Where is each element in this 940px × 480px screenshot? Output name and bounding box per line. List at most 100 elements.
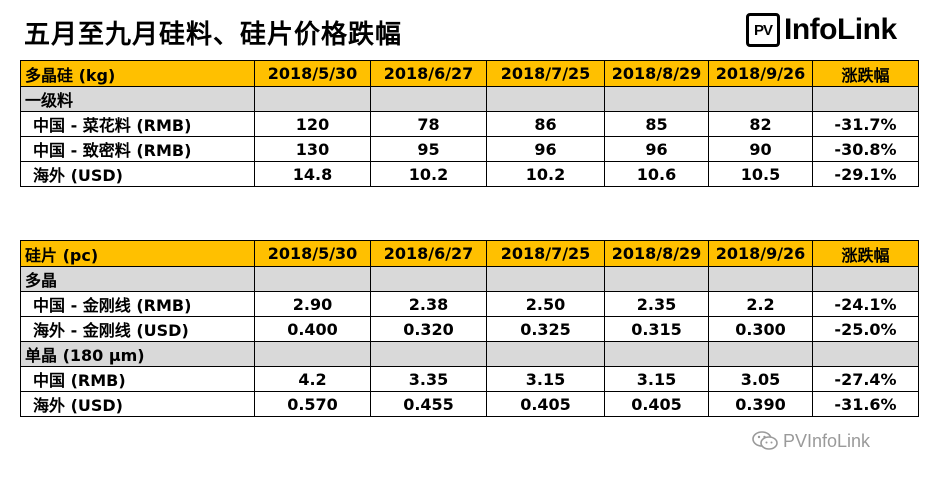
price-cell: 10.2 — [486, 161, 605, 187]
price-cell: 0.570 — [254, 391, 371, 417]
table-row: 中国 - 菜花料 (RMB) 120 78 86 85 82 -31.7% — [20, 111, 919, 137]
header-cell: 2018/6/27 — [370, 60, 487, 87]
watermark: PVInfoLink — [752, 430, 870, 452]
empty-cell — [254, 266, 371, 292]
price-cell: 82 — [708, 111, 813, 137]
table-header-row: 多晶硅 (kg) 2018/5/30 2018/6/27 2018/7/25 2… — [20, 60, 919, 87]
row-label: 中国 - 金刚线 (RMB) — [20, 291, 255, 317]
price-cell: 130 — [254, 136, 371, 162]
price-cell: 86 — [486, 111, 605, 137]
change-cell: -24.1% — [812, 291, 919, 317]
price-cell: 0.300 — [708, 316, 813, 342]
change-cell: -25.0% — [812, 316, 919, 342]
header-cell: 2018/9/26 — [708, 240, 813, 267]
row-label: 海外 (USD) — [20, 161, 255, 187]
table-row: 海外 (USD) 14.8 10.2 10.2 10.6 10.5 -29.1% — [20, 161, 919, 187]
empty-cell — [486, 86, 605, 112]
header-cell: 2018/5/30 — [254, 240, 371, 267]
watermark-text: PVInfoLink — [783, 430, 871, 451]
wechat-icon — [752, 431, 778, 450]
empty-cell — [604, 266, 709, 292]
price-cell: 96 — [486, 136, 605, 162]
header-cell: 涨跌幅 — [812, 60, 919, 87]
price-cell: 90 — [708, 136, 813, 162]
section-label: 多晶 — [20, 266, 255, 292]
empty-cell — [604, 341, 709, 367]
table-row: 中国 (RMB) 4.2 3.35 3.15 3.15 3.05 -27.4% — [20, 366, 919, 392]
section-label: 一级料 — [20, 86, 255, 112]
header-cell: 涨跌幅 — [812, 240, 919, 267]
price-cell: 120 — [254, 111, 371, 137]
change-cell: -31.6% — [812, 391, 919, 417]
price-cell: 3.05 — [708, 366, 813, 392]
price-cell: 10.5 — [708, 161, 813, 187]
price-cell: 2.38 — [370, 291, 487, 317]
price-cell: 10.2 — [370, 161, 487, 187]
price-cell: 2.2 — [708, 291, 813, 317]
change-cell: -30.8% — [812, 136, 919, 162]
header-cell: 多晶硅 (kg) — [20, 60, 255, 87]
table-row: 海外 - 金刚线 (USD) 0.400 0.320 0.325 0.315 0… — [20, 316, 919, 342]
price-cell: 2.50 — [486, 291, 605, 317]
wafer-price-table: 硅片 (pc) 2018/5/30 2018/6/27 2018/7/25 20… — [20, 240, 919, 417]
empty-cell — [370, 341, 487, 367]
price-cell: 96 — [604, 136, 709, 162]
price-cell: 0.315 — [604, 316, 709, 342]
page-title: 五月至九月硅料、硅片价格跌幅 — [24, 20, 403, 50]
empty-cell — [254, 86, 371, 112]
table-row: 中国 - 致密料 (RMB) 130 95 96 96 90 -30.8% — [20, 136, 919, 162]
price-cell: 85 — [604, 111, 709, 137]
empty-cell — [812, 86, 919, 112]
header-cell: 2018/9/26 — [708, 60, 813, 87]
empty-cell — [486, 266, 605, 292]
header-cell: 2018/8/29 — [604, 240, 709, 267]
header-cell: 2018/7/25 — [486, 240, 605, 267]
price-cell: 3.35 — [370, 366, 487, 392]
table-row: 中国 - 金刚线 (RMB) 2.90 2.38 2.50 2.35 2.2 -… — [20, 291, 919, 317]
infolink-logo: PV InfoLink — [746, 10, 897, 50]
price-cell: 14.8 — [254, 161, 371, 187]
logo-text: InfoLink — [784, 13, 897, 46]
header-cell: 2018/7/25 — [486, 60, 605, 87]
row-label: 海外 (USD) — [20, 391, 255, 417]
empty-cell — [708, 86, 813, 112]
empty-cell — [812, 266, 919, 292]
row-label: 中国 - 致密料 (RMB) — [20, 136, 255, 162]
header-cell: 2018/5/30 — [254, 60, 371, 87]
price-cell: 10.6 — [604, 161, 709, 187]
empty-cell — [708, 266, 813, 292]
section-row: 一级料 — [20, 86, 919, 112]
row-label: 中国 - 菜花料 (RMB) — [20, 111, 255, 137]
empty-cell — [486, 341, 605, 367]
polysilicon-price-table: 多晶硅 (kg) 2018/5/30 2018/6/27 2018/7/25 2… — [20, 60, 919, 187]
empty-cell — [812, 341, 919, 367]
price-cell: 0.455 — [370, 391, 487, 417]
empty-cell — [708, 341, 813, 367]
empty-cell — [370, 86, 487, 112]
pv-logo-icon: PV — [746, 13, 780, 47]
row-label: 海外 - 金刚线 (USD) — [20, 316, 255, 342]
price-cell: 0.320 — [370, 316, 487, 342]
price-cell: 4.2 — [254, 366, 371, 392]
price-cell: 0.400 — [254, 316, 371, 342]
price-cell: 0.405 — [486, 391, 605, 417]
price-cell: 0.390 — [708, 391, 813, 417]
section-label: 单晶 (180 μm) — [20, 341, 255, 367]
empty-cell — [254, 341, 371, 367]
price-cell: 0.405 — [604, 391, 709, 417]
header-cell: 2018/8/29 — [604, 60, 709, 87]
price-cell: 2.90 — [254, 291, 371, 317]
price-cell: 3.15 — [486, 366, 605, 392]
price-cell: 2.35 — [604, 291, 709, 317]
price-cell: 78 — [370, 111, 487, 137]
table-row: 海外 (USD) 0.570 0.455 0.405 0.405 0.390 -… — [20, 391, 919, 417]
table-header-row: 硅片 (pc) 2018/5/30 2018/6/27 2018/7/25 20… — [20, 240, 919, 267]
header-cell: 2018/6/27 — [370, 240, 487, 267]
empty-cell — [604, 86, 709, 112]
header-cell: 硅片 (pc) — [20, 240, 255, 267]
change-cell: -29.1% — [812, 161, 919, 187]
section-row: 单晶 (180 μm) — [20, 341, 919, 367]
change-cell: -31.7% — [812, 111, 919, 137]
row-label: 中国 (RMB) — [20, 366, 255, 392]
change-cell: -27.4% — [812, 366, 919, 392]
